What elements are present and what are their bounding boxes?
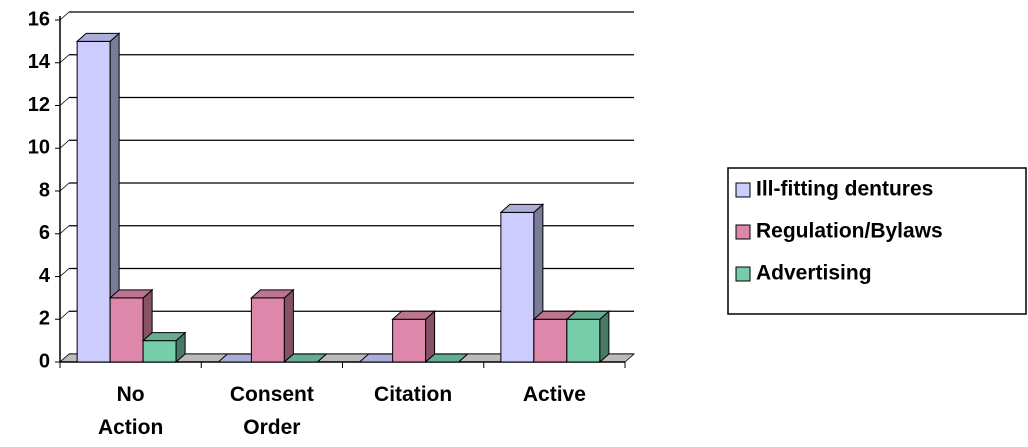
bar bbox=[108, 288, 154, 364]
bar bbox=[391, 310, 436, 364]
bar bbox=[75, 32, 121, 364]
x-tick-label: Consent Order bbox=[230, 383, 314, 439]
bar-front bbox=[392, 318, 427, 363]
bar-front bbox=[566, 318, 601, 363]
bar-top bbox=[283, 353, 328, 363]
legend-label: Regulation/Bylaws bbox=[756, 220, 943, 243]
grid-line bbox=[59, 225, 70, 235]
grid-line bbox=[59, 182, 70, 192]
bar-front bbox=[533, 318, 568, 363]
x-tick-label: Active bbox=[523, 383, 586, 406]
bar bbox=[250, 288, 295, 364]
grid-line bbox=[59, 268, 70, 277]
bar bbox=[141, 331, 187, 364]
grid-line bbox=[59, 11, 70, 21]
y-tick-label: 2 bbox=[39, 308, 50, 330]
x-tick-label: No Action bbox=[98, 383, 163, 439]
x-tick-label: Citation bbox=[374, 383, 452, 406]
y-tick-label: 14 bbox=[28, 51, 51, 73]
bar-top bbox=[565, 310, 611, 320]
legend-label: Ill-fitting dentures bbox=[756, 178, 933, 201]
grid-line bbox=[59, 139, 70, 149]
legend-label: Advertising bbox=[756, 262, 872, 285]
bar-front bbox=[76, 40, 111, 363]
bar-top bbox=[75, 32, 121, 42]
bar-top bbox=[141, 332, 187, 342]
bar-side bbox=[425, 310, 436, 364]
bar-side bbox=[599, 310, 610, 364]
bar-front bbox=[142, 340, 177, 363]
y-tick-label: 6 bbox=[39, 222, 50, 244]
bar-top bbox=[391, 310, 436, 320]
bar-front bbox=[109, 297, 144, 363]
bar bbox=[565, 310, 611, 364]
legend-box bbox=[727, 167, 1027, 315]
legend-swatch bbox=[735, 182, 751, 198]
bar bbox=[424, 353, 469, 363]
y-tick-label: 0 bbox=[39, 350, 50, 372]
bar-front bbox=[250, 297, 285, 363]
y-tick-label: 16 bbox=[28, 8, 50, 30]
grid-line bbox=[59, 310, 70, 320]
grid-line bbox=[59, 54, 70, 64]
y-tick-label: 12 bbox=[28, 94, 50, 116]
y-tick-label: 10 bbox=[28, 137, 50, 159]
bar bbox=[283, 353, 328, 363]
bar-side bbox=[283, 288, 294, 364]
bar-front bbox=[500, 211, 535, 363]
y-tick-label: 4 bbox=[39, 265, 51, 287]
legend-swatch bbox=[735, 224, 751, 240]
bar-top bbox=[424, 353, 469, 363]
bar-top bbox=[250, 289, 295, 299]
bar-top bbox=[499, 203, 545, 213]
grid-line bbox=[59, 97, 70, 106]
legend-swatch bbox=[735, 266, 751, 282]
y-tick-label: 8 bbox=[39, 179, 50, 201]
bar-top bbox=[108, 289, 154, 299]
